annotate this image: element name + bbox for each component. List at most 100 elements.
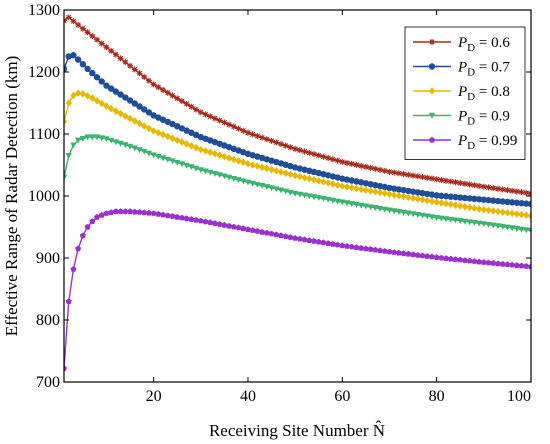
data-point	[348, 183, 355, 192]
data-point	[287, 144, 294, 151]
data-point	[150, 152, 157, 159]
data-point	[391, 185, 398, 192]
data-point	[98, 40, 105, 47]
series-layer	[64, 14, 531, 371]
data-point	[70, 266, 77, 272]
data-point	[164, 156, 171, 163]
data-point	[353, 161, 360, 168]
data-point	[249, 180, 256, 187]
legend-marker	[429, 39, 435, 45]
data-point	[442, 216, 450, 223]
data-point	[405, 193, 412, 202]
data-point	[513, 262, 520, 268]
data-point	[424, 174, 431, 181]
data-point	[301, 236, 308, 243]
data-point	[107, 104, 115, 113]
data-point	[424, 190, 431, 198]
data-point	[226, 121, 233, 128]
data-point	[438, 215, 445, 222]
data-point	[457, 202, 464, 210]
data-point	[518, 262, 525, 269]
data-point	[155, 210, 162, 217]
data-point	[494, 207, 502, 216]
x-tick-label: 100	[507, 388, 531, 405]
data-point	[169, 92, 176, 99]
data-point	[485, 184, 492, 191]
data-point	[400, 186, 407, 194]
data-point	[277, 232, 284, 239]
data-point	[89, 69, 96, 77]
data-point	[438, 254, 445, 261]
data-point	[263, 184, 271, 191]
data-point	[207, 169, 214, 176]
data-point	[329, 180, 337, 188]
data-point	[325, 240, 332, 246]
data-point	[485, 196, 492, 204]
data-point	[471, 258, 478, 264]
data-point	[84, 134, 91, 141]
data-point	[273, 186, 280, 193]
legend-item-3: PD = 0.8	[413, 84, 510, 103]
data-point	[249, 227, 256, 233]
data-point	[372, 246, 379, 253]
data-point	[84, 223, 91, 230]
data-point	[136, 147, 143, 154]
data-point	[405, 171, 412, 178]
data-point	[70, 91, 77, 100]
data-point	[457, 256, 464, 263]
data-point	[263, 136, 270, 143]
legend-label: PD = 0.7	[457, 60, 510, 79]
x-tick-label: 60	[334, 388, 350, 405]
data-point	[438, 177, 445, 184]
data-point	[428, 214, 436, 221]
data-point	[202, 168, 209, 175]
data-point	[103, 210, 110, 216]
data-point	[513, 188, 520, 195]
data-point	[259, 134, 266, 141]
ticks-layer: 700 800 900 1000 1100 1200 1300 20 40 60 80 100	[28, 2, 532, 405]
data-point	[155, 153, 162, 160]
data-point	[518, 189, 525, 196]
data-point	[461, 218, 469, 225]
data-point	[447, 216, 455, 223]
data-point	[159, 155, 167, 162]
data-point	[475, 220, 483, 227]
data-point	[311, 151, 318, 158]
data-point	[235, 177, 242, 184]
data-point	[103, 44, 110, 51]
data-point	[107, 137, 115, 144]
data-point	[273, 139, 280, 146]
y-axis-title: Effective Range of Radar Detection (km)	[2, 56, 21, 337]
data-point	[386, 248, 393, 255]
data-point	[136, 119, 143, 128]
data-point	[367, 204, 374, 211]
data-point	[499, 223, 506, 230]
data-point	[70, 18, 77, 25]
data-point	[523, 200, 530, 207]
data-point	[386, 207, 393, 214]
data-point	[131, 117, 138, 125]
data-point	[89, 33, 96, 40]
data-point	[140, 106, 148, 113]
data-point	[447, 193, 455, 200]
data-point	[197, 109, 204, 116]
data-point	[424, 196, 431, 205]
data-point	[504, 208, 511, 217]
data-point	[414, 173, 421, 180]
legend-item-2: PD = 0.7	[413, 60, 510, 79]
data-point	[376, 205, 384, 212]
data-point	[527, 212, 531, 220]
data-point	[457, 218, 464, 224]
data-point	[414, 195, 421, 203]
data-point	[225, 154, 233, 162]
data-point	[344, 243, 351, 249]
data-point	[103, 82, 110, 89]
data-point	[433, 176, 440, 183]
data-point	[178, 98, 185, 105]
data-point	[357, 185, 365, 194]
data-point	[282, 169, 289, 177]
data-point	[145, 109, 153, 116]
data-point	[377, 247, 384, 254]
data-point	[64, 174, 68, 181]
data-point	[277, 187, 285, 194]
